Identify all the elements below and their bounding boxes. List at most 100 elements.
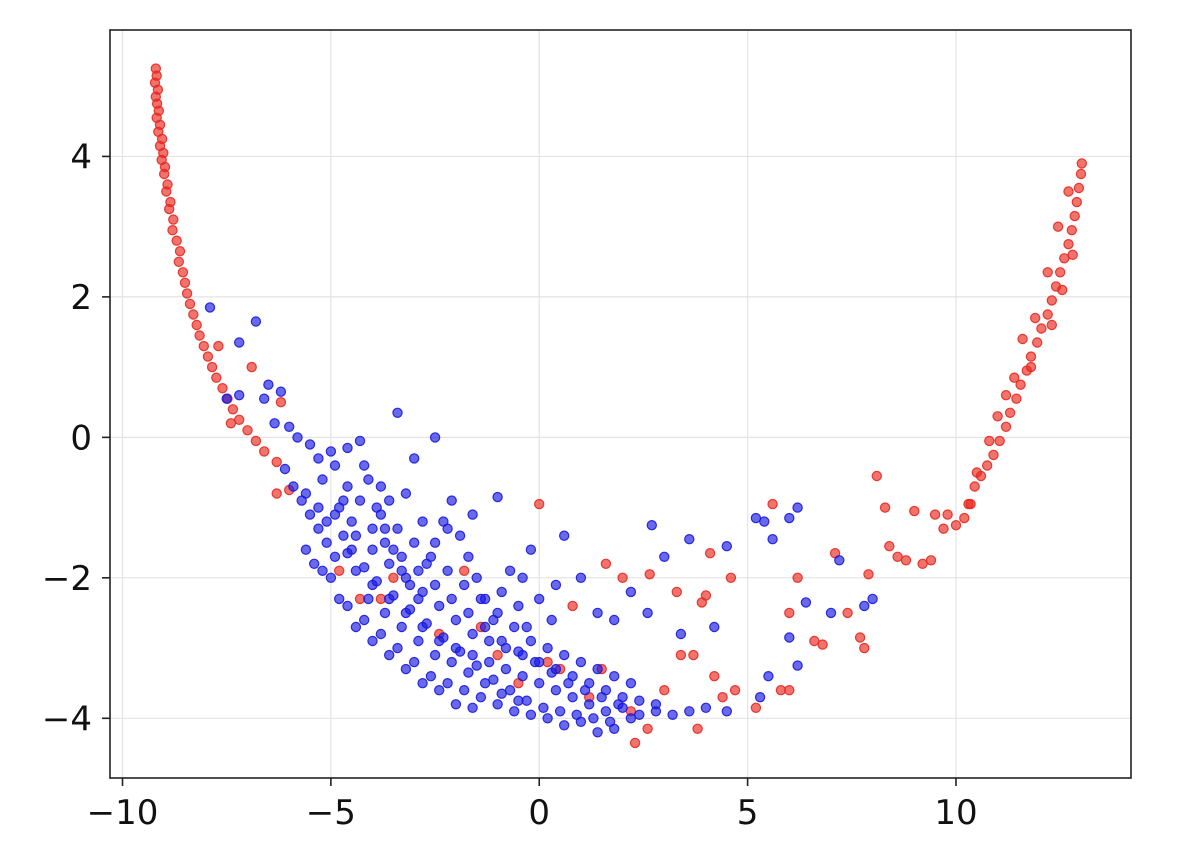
data-point bbox=[867, 593, 878, 605]
data-point bbox=[309, 558, 320, 570]
data-point bbox=[684, 706, 695, 717]
data-point bbox=[521, 621, 532, 633]
data-point bbox=[450, 699, 462, 710]
data-point bbox=[421, 618, 432, 629]
data-point bbox=[413, 565, 424, 577]
data-point bbox=[854, 632, 866, 643]
y-axis-tick-labels: −4 −2 0 2 4 bbox=[42, 137, 92, 739]
data-point bbox=[450, 614, 462, 626]
data-point bbox=[434, 685, 445, 696]
data-point bbox=[191, 319, 202, 331]
data-point bbox=[354, 435, 366, 447]
data-point bbox=[792, 502, 803, 513]
x-tick-label: 5 bbox=[737, 793, 759, 833]
data-point bbox=[571, 709, 582, 721]
data-point bbox=[492, 699, 503, 710]
data-point bbox=[529, 656, 541, 668]
data-point bbox=[563, 678, 574, 689]
data-point bbox=[400, 663, 412, 675]
data-point bbox=[492, 607, 503, 619]
data-point bbox=[871, 470, 883, 482]
data-point bbox=[1046, 295, 1058, 306]
data-point bbox=[588, 713, 599, 724]
data-point bbox=[579, 685, 591, 696]
data-point bbox=[513, 646, 524, 657]
data-point bbox=[188, 309, 199, 320]
data-point bbox=[721, 706, 733, 717]
data-point bbox=[459, 579, 470, 591]
data-point bbox=[304, 509, 316, 520]
data-point bbox=[163, 203, 175, 215]
data-point bbox=[471, 572, 482, 584]
data-point bbox=[792, 572, 803, 584]
data-point bbox=[792, 660, 803, 671]
data-point bbox=[329, 509, 341, 520]
data-point bbox=[509, 621, 520, 633]
data-point bbox=[288, 481, 299, 492]
data-point bbox=[994, 435, 1005, 447]
data-point bbox=[194, 330, 205, 341]
data-point bbox=[454, 530, 466, 541]
data-point bbox=[559, 530, 570, 541]
data-point bbox=[492, 649, 503, 661]
data-point bbox=[617, 572, 628, 584]
data-point bbox=[417, 516, 428, 527]
data-point bbox=[221, 393, 232, 404]
data-point bbox=[429, 579, 441, 591]
data-point bbox=[379, 607, 391, 619]
data-point bbox=[784, 685, 795, 696]
data-point bbox=[259, 393, 270, 404]
data-point bbox=[729, 685, 741, 696]
data-point bbox=[625, 586, 637, 598]
data-point bbox=[359, 614, 370, 626]
data-point bbox=[500, 663, 512, 675]
data-point bbox=[1056, 284, 1068, 296]
data-point bbox=[313, 453, 324, 464]
data-point bbox=[467, 649, 478, 661]
data-point bbox=[404, 604, 416, 615]
data-point bbox=[879, 502, 891, 513]
data-point bbox=[525, 709, 537, 721]
data-point bbox=[317, 565, 328, 577]
data-point bbox=[454, 646, 466, 657]
axis-ticks bbox=[102, 155, 957, 786]
data-point bbox=[834, 555, 845, 566]
data-point bbox=[1066, 224, 1078, 236]
data-point bbox=[275, 397, 287, 408]
data-point bbox=[342, 600, 353, 612]
data-point bbox=[388, 572, 399, 584]
data-point bbox=[158, 168, 170, 180]
data-point bbox=[1000, 421, 1012, 432]
data-point bbox=[446, 495, 457, 506]
data-point bbox=[198, 340, 209, 352]
data-point bbox=[1015, 379, 1026, 390]
data-point bbox=[684, 534, 695, 545]
data-point bbox=[550, 579, 562, 591]
data-point bbox=[429, 432, 441, 443]
data-point bbox=[174, 245, 186, 257]
data-point bbox=[363, 474, 374, 485]
data-point bbox=[413, 635, 424, 647]
data-point bbox=[329, 460, 341, 471]
data-point bbox=[334, 593, 345, 605]
data-point bbox=[475, 692, 487, 703]
x-tick-label: −5 bbox=[306, 793, 356, 833]
data-point bbox=[546, 667, 557, 678]
data-point bbox=[417, 586, 428, 598]
data-point bbox=[538, 702, 549, 714]
data-point bbox=[417, 678, 428, 689]
data-point bbox=[609, 614, 620, 626]
data-point bbox=[717, 692, 728, 703]
data-point bbox=[359, 460, 370, 471]
data-point bbox=[800, 597, 812, 608]
data-point bbox=[634, 709, 645, 721]
data-point bbox=[554, 706, 566, 717]
data-point bbox=[275, 386, 287, 397]
data-point bbox=[479, 678, 491, 689]
data-point bbox=[542, 713, 553, 724]
data-point bbox=[400, 488, 412, 499]
data-point bbox=[767, 534, 778, 545]
data-point bbox=[763, 671, 774, 682]
data-point bbox=[982, 460, 993, 471]
